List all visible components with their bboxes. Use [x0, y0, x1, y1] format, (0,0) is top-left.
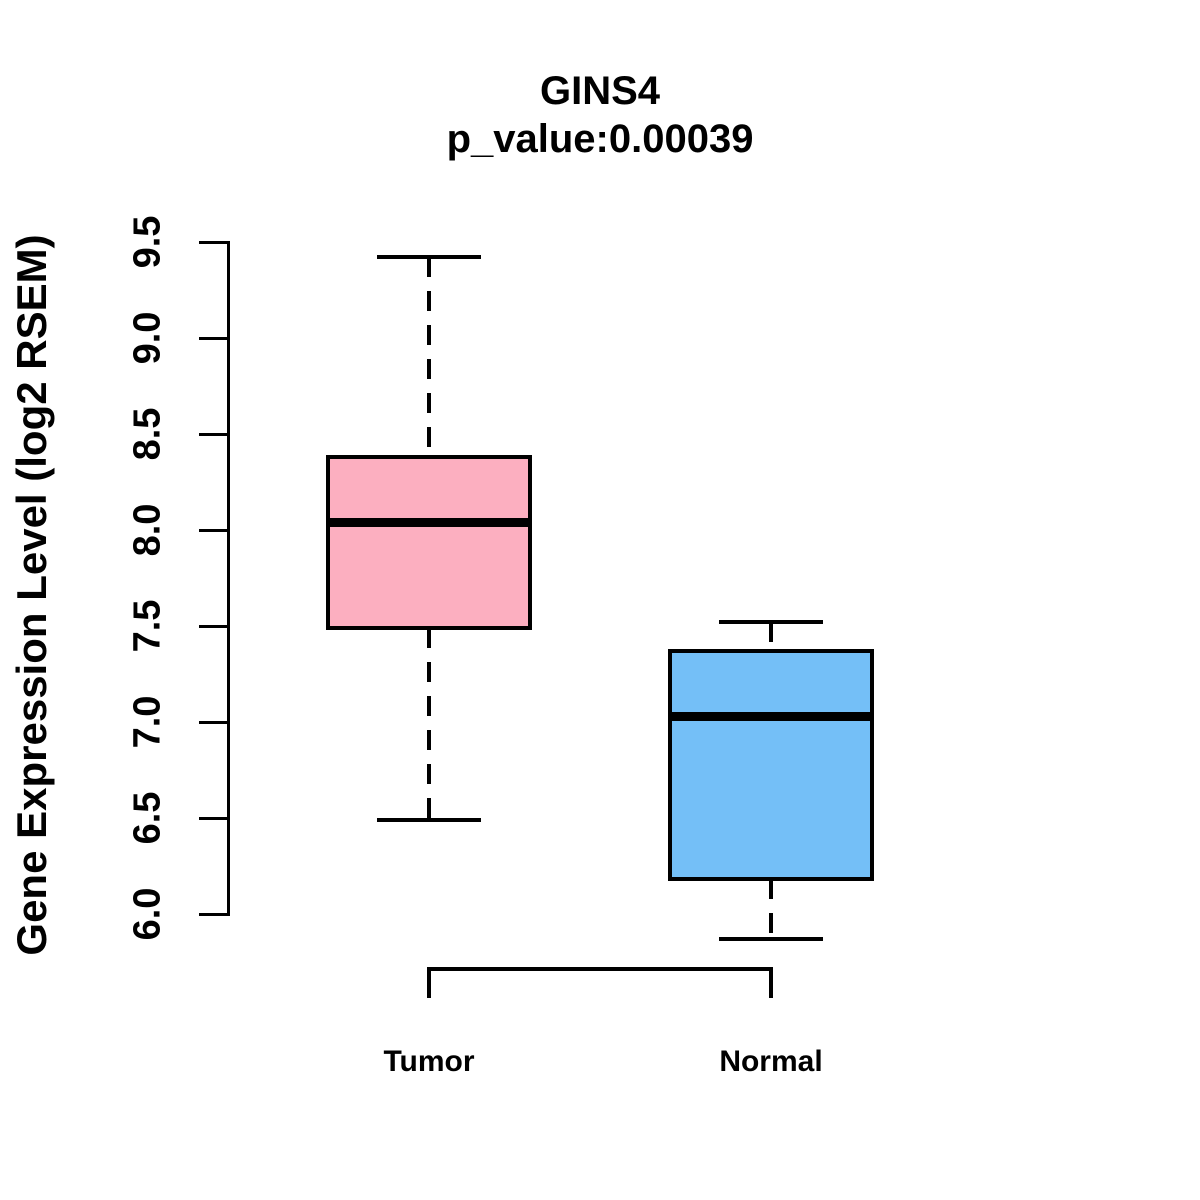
- y-axis-tick: [199, 817, 227, 820]
- category-label-normal: Normal: [719, 1045, 823, 1078]
- chart-title: GINS4: [539, 69, 661, 113]
- whisker-cap-top-normal: [719, 620, 823, 624]
- y-axis-title: Gene Expression Level (log2 RSEM): [8, 234, 55, 956]
- y-axis-tick-label: 7.0: [126, 695, 169, 749]
- chart-subtitle: p_value:0.00039: [446, 117, 754, 161]
- box-tumor: [326, 455, 532, 630]
- box-normal: [668, 649, 874, 881]
- whisker-lower-tumor: [427, 628, 431, 820]
- x-axis-tick-tumor: [427, 969, 431, 998]
- category-label-tumor: Tumor: [383, 1045, 475, 1078]
- y-axis-tick-label: 9.5: [126, 215, 169, 269]
- y-axis-tick: [199, 529, 227, 532]
- x-axis-bracket-line: [427, 967, 773, 971]
- whisker-lower-normal: [769, 879, 773, 939]
- y-axis-tick-label: 9.0: [126, 311, 169, 365]
- y-axis-tick-label: 8.5: [126, 407, 169, 461]
- y-axis-line: [227, 241, 230, 916]
- whisker-cap-bottom-tumor: [377, 818, 481, 822]
- whisker-upper-normal: [769, 622, 773, 651]
- y-axis-tick: [199, 721, 227, 724]
- x-axis-tick-normal: [769, 969, 773, 998]
- y-axis-tick: [199, 241, 227, 244]
- y-axis-tick-label: 7.5: [126, 599, 169, 653]
- whisker-upper-tumor: [427, 257, 431, 457]
- y-axis-tick-label: 6.5: [126, 791, 169, 845]
- median-line-tumor: [326, 518, 532, 527]
- y-axis-tick: [199, 913, 227, 916]
- y-axis-tick-label: 8.0: [126, 503, 169, 557]
- whisker-cap-top-tumor: [377, 255, 481, 259]
- y-axis-tick: [199, 433, 227, 436]
- median-line-normal: [668, 712, 874, 721]
- y-axis-tick-label: 6.0: [126, 887, 169, 941]
- whisker-cap-bottom-normal: [719, 937, 823, 941]
- y-axis-tick: [199, 337, 227, 340]
- y-axis-tick: [199, 625, 227, 628]
